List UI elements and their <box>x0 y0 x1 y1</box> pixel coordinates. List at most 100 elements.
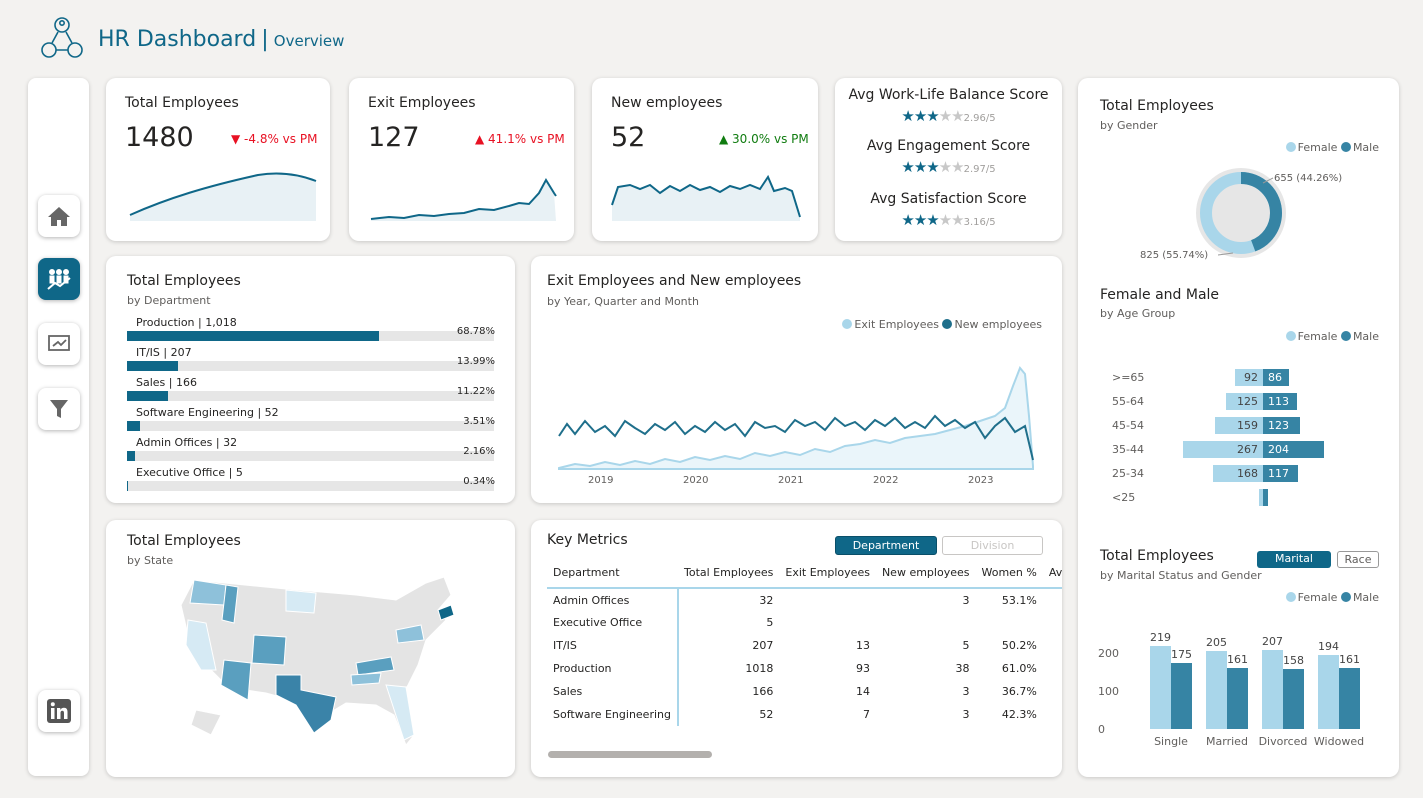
marital-legend: Female Male <box>1285 591 1379 604</box>
table-cell: 207 <box>752 639 774 652</box>
department-bar-track[interactable] <box>127 391 494 401</box>
table-row[interactable]: IT/IS 207 13 5 50.2% <box>547 634 1062 657</box>
department-bar-track[interactable] <box>127 421 494 431</box>
table-row[interactable]: Software Engineering 52 7 3 42.3% <box>547 703 1062 726</box>
table-cell: 3 <box>962 593 970 607</box>
horizontal-scrollbar[interactable] <box>548 751 712 758</box>
linkedin-button[interactable] <box>38 690 80 732</box>
kpi-delta: ▲ 30.0% vs PM <box>719 132 809 146</box>
column-header[interactable]: New employees <box>875 558 976 589</box>
department-bar <box>127 331 380 341</box>
department-label: Admin Offices | 32 <box>136 436 238 449</box>
age-group-label: 45-54 <box>1112 419 1144 432</box>
table-cell: 7 <box>862 708 870 721</box>
department-bar-track[interactable] <box>127 481 494 491</box>
kpi-sparkline <box>370 177 557 221</box>
department-bar-track[interactable] <box>127 451 494 461</box>
toggle-division-button[interactable]: Division <box>942 536 1043 555</box>
marital-subtitle: by Marital Status and Gender <box>1100 569 1262 582</box>
kpi-value: 52 <box>611 122 646 153</box>
female-bar[interactable]: 159 <box>1215 417 1263 434</box>
card-subtitle: by Department <box>127 294 211 307</box>
department-pct: 11.22% <box>456 386 495 397</box>
department-bar-track[interactable] <box>127 331 494 341</box>
male-bar[interactable] <box>1263 489 1268 506</box>
column-header[interactable]: Total Employees <box>678 558 780 589</box>
toggle-race[interactable]: Race <box>1337 551 1379 568</box>
kpi-value: 1480 <box>125 122 194 153</box>
female-bar[interactable] <box>1318 655 1339 729</box>
exit-series-line <box>558 366 1034 470</box>
card-subtitle: by State <box>127 554 174 567</box>
department-bar-track[interactable] <box>127 361 494 371</box>
nav-home-button[interactable] <box>38 195 80 237</box>
female-bar[interactable]: 168 <box>1212 465 1263 482</box>
column-header[interactable]: Avg S <box>1042 558 1062 589</box>
table-cell: IT/IS <box>547 634 679 657</box>
male-bar[interactable]: 204 <box>1263 441 1325 458</box>
table-row[interactable]: Production 1018 93 38 61.0% <box>547 657 1062 680</box>
nav-details-button[interactable] <box>38 323 80 365</box>
male-bar[interactable] <box>1227 667 1248 729</box>
male-bar[interactable] <box>1339 667 1360 729</box>
female-bar[interactable]: 267 <box>1182 441 1263 458</box>
column-header[interactable]: Women % <box>975 558 1043 589</box>
nav-overview-button[interactable] <box>38 258 80 300</box>
nav-filter-button[interactable] <box>38 388 80 430</box>
score-stars: ★★★★★2.96/5 <box>901 107 996 125</box>
table-row[interactable]: Executive Office 5 <box>547 611 1062 634</box>
male-bar[interactable] <box>1171 662 1192 729</box>
female-bar[interactable]: 125 <box>1225 393 1263 410</box>
column-header[interactable]: Exit Employees <box>779 558 876 589</box>
table-cell: 32 <box>759 593 774 607</box>
table-cell: 3 <box>962 708 970 721</box>
male-bar[interactable]: 117 <box>1263 465 1299 482</box>
age-group-label: 55-64 <box>1112 395 1144 408</box>
data-label: 158 <box>1283 653 1304 667</box>
female-bar[interactable] <box>1259 489 1264 506</box>
female-bar[interactable] <box>1262 650 1283 729</box>
card-title: Exit Employees and New employees <box>547 273 802 289</box>
female-bar[interactable]: 92 <box>1235 369 1263 386</box>
legend-exit: Exit Employees <box>854 318 939 331</box>
chart-legend: Exit Employees New employees <box>842 318 1042 331</box>
table-cell: 5 <box>962 639 970 652</box>
data-label: 207 <box>1262 635 1283 649</box>
table-cell: 1018 <box>745 662 774 675</box>
male-bar[interactable]: 86 <box>1263 369 1289 386</box>
gender-donut[interactable] <box>1196 168 1286 258</box>
male-bar[interactable]: 113 <box>1263 393 1297 410</box>
presentation-icon <box>48 335 70 351</box>
gender-subtitle: by Gender <box>1100 119 1158 132</box>
table-cell: 53.1% <box>1001 593 1037 607</box>
table-cell: Production <box>547 657 679 680</box>
donut-male <box>1200 172 1282 254</box>
female-label: 825 (55.74%) <box>1140 250 1209 261</box>
filter-icon <box>50 400 68 418</box>
demographics-panel: Total Employees by Gender Female Male 65… <box>1078 78 1399 777</box>
data-label: 161 <box>1227 652 1248 666</box>
male-bar[interactable] <box>1283 668 1304 729</box>
us-state-map[interactable] <box>176 575 466 750</box>
x-tick-label: Widowed <box>1313 735 1365 748</box>
department-pct: 2.16% <box>463 446 495 457</box>
department-label: Production | 1,018 <box>136 316 237 329</box>
department-pct: 13.99% <box>456 356 495 367</box>
toggle-department-button[interactable]: Department <box>835 536 937 555</box>
male-bar[interactable]: 123 <box>1263 417 1300 434</box>
age-group-label: <25 <box>1112 491 1136 504</box>
table-row[interactable]: Sales 166 14 3 36.7% <box>547 680 1062 703</box>
key-metrics-table: Department Total Employees Exit Employees N… <box>547 558 1062 726</box>
score-title: Avg Work-Life Balance Score <box>848 87 1049 103</box>
toggle-marital-status[interactable]: Marital Status <box>1257 551 1331 580</box>
male-label: 655 (44.26%) <box>1274 173 1343 184</box>
female-bar[interactable] <box>1206 651 1227 729</box>
score-stars: ★★★★★3.16/5 <box>901 211 996 229</box>
x-tick-label: 2021 <box>778 475 804 486</box>
column-header[interactable]: Department <box>547 558 678 589</box>
y-tick-label: 0 <box>1098 723 1105 736</box>
table-row[interactable]: Admin Offices 32 3 53.1% <box>547 588 1062 611</box>
kpi-title: Exit Employees <box>368 95 476 111</box>
age-group-label: >=65 <box>1112 371 1145 384</box>
female-bar[interactable] <box>1150 645 1171 729</box>
